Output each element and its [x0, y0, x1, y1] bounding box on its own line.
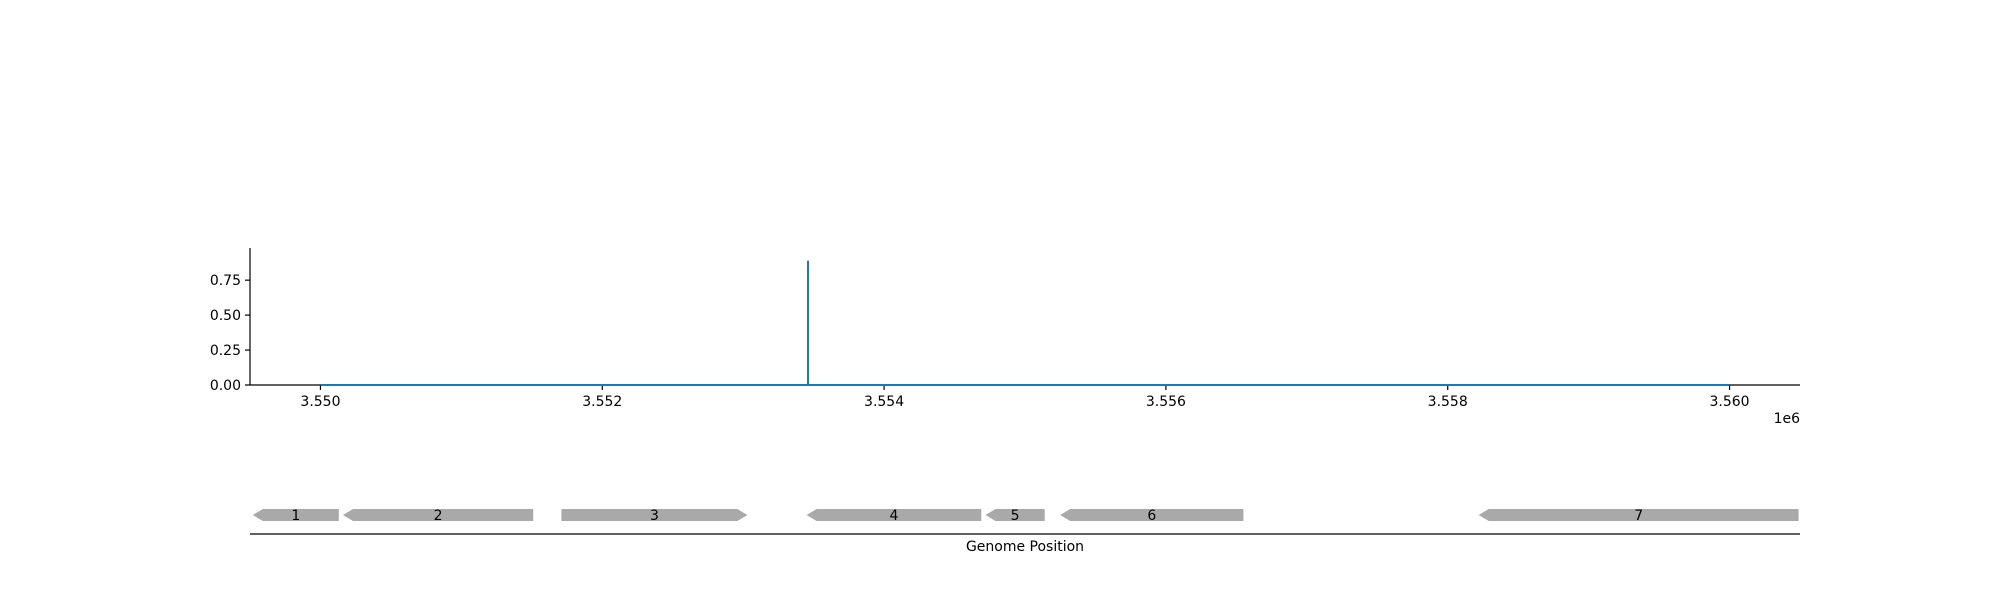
- gene-label-4: 4: [889, 508, 898, 524]
- gene-arrow-1: [252, 509, 339, 521]
- x-tick-label: 3.550: [300, 394, 340, 410]
- gene-arrow-6: [1060, 509, 1244, 521]
- y-tick-label: 0.25: [210, 343, 241, 359]
- gene-label-3: 3: [650, 508, 659, 524]
- x-tick-label: 3.556: [1146, 394, 1186, 410]
- gene-arrow-3: [561, 509, 748, 521]
- gene-arrow-7: [1478, 509, 1799, 521]
- x-tick-label: 3.552: [582, 394, 622, 410]
- y-tick-label: 0.75: [210, 273, 241, 289]
- track-xlabel: Genome Position: [966, 539, 1084, 555]
- coverage-plot: 0.000.250.500.75 3.550 3.552 3.554 3.556 3.5…: [210, 248, 1800, 427]
- x-tick-label: 3.554: [864, 394, 904, 410]
- gene-label-1: 1: [291, 508, 300, 524]
- gene-track: 1 2 3 4 5 6 7 Genome Position: [250, 508, 1800, 555]
- gene-label-6: 6: [1147, 508, 1156, 524]
- x-ticks: 3.550 3.552 3.554 3.556 3.558 3.560: [300, 385, 1750, 410]
- x-tick-label: 3.560: [1709, 394, 1749, 410]
- gene-arrow-4: [806, 509, 982, 521]
- y-tick-label: 0.50: [210, 308, 241, 324]
- x-offset-label: 1e6: [1774, 411, 1801, 427]
- x-tick-label: 3.558: [1428, 394, 1468, 410]
- series-line: [320, 260, 1730, 386]
- gene-label-2: 2: [434, 508, 443, 524]
- gene-arrow-2: [343, 509, 534, 521]
- y-ticks: 0.00 0.25 0.50 0.75: [210, 273, 250, 394]
- y-tick-label: 0.00: [210, 378, 241, 394]
- gene-label-7: 7: [1634, 508, 1643, 524]
- gene-arrow-5: [985, 509, 1045, 521]
- gene-label-5: 5: [1011, 508, 1020, 524]
- genes: 1 2 3 4 5 6 7: [252, 508, 1799, 524]
